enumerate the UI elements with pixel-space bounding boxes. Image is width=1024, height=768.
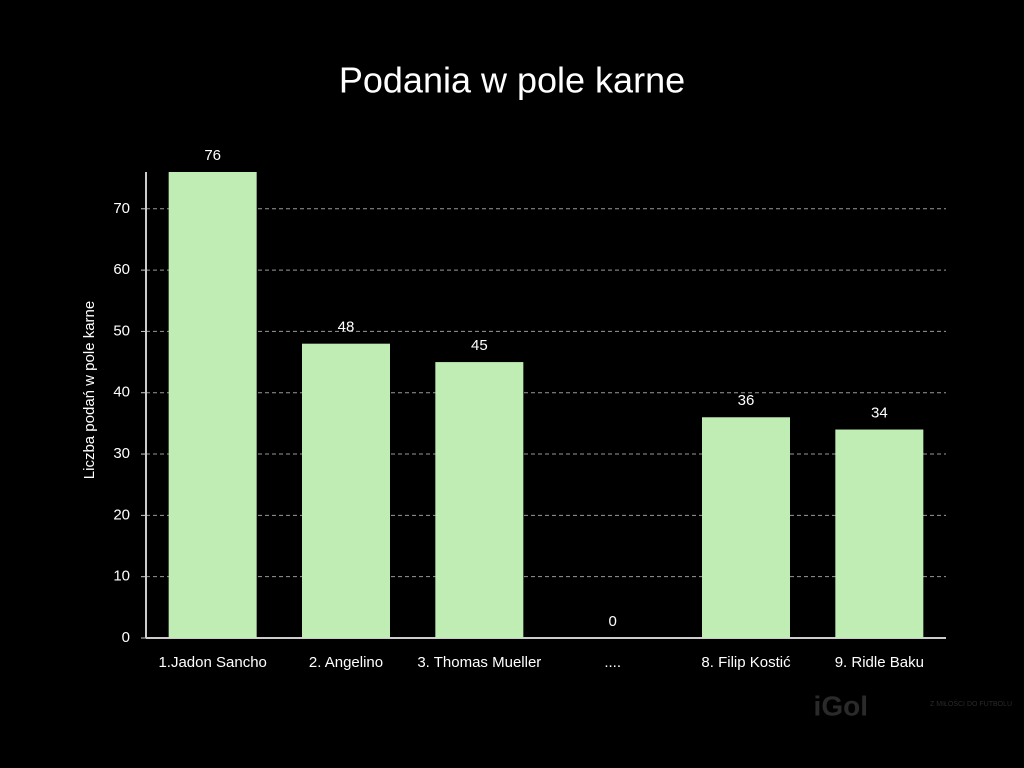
bar (168, 172, 257, 638)
y-tick-label: 20 (113, 506, 130, 523)
bar (835, 429, 924, 638)
watermark-tagline: Z MIŁOŚCI DO FUTBOLU (930, 699, 1012, 708)
data-label: 76 (204, 147, 221, 164)
data-label: 48 (338, 319, 355, 336)
watermark-logo: iGol (814, 690, 868, 721)
bar (435, 362, 524, 638)
x-tick-label: 2. Angelino (309, 654, 383, 671)
x-tick-label: 3. Thomas Mueller (417, 654, 541, 671)
y-tick-label: 40 (113, 384, 130, 401)
data-label: 36 (738, 392, 755, 409)
data-label: 34 (871, 404, 888, 421)
y-tick-label: 10 (113, 568, 130, 585)
y-tick-label: 0 (122, 629, 130, 646)
x-tick-label: 1.Jadon Sancho (158, 654, 266, 671)
bar (302, 343, 390, 638)
data-label: 0 (608, 613, 616, 630)
y-axis-label: Liczba podań w pole karne (81, 301, 98, 479)
x-tick-label: 8. Filip Kostić (701, 654, 791, 671)
y-tick-label: 60 (113, 261, 130, 278)
x-tick-label: .... (604, 654, 621, 671)
chart-title: Podania w pole karne (339, 60, 685, 101)
x-tick-label: 9. Ridle Baku (835, 654, 924, 671)
data-label: 45 (471, 337, 488, 354)
bar (702, 417, 790, 638)
y-tick-label: 70 (113, 200, 130, 217)
y-tick-label: 50 (113, 322, 130, 339)
y-tick-label: 30 (113, 445, 130, 462)
